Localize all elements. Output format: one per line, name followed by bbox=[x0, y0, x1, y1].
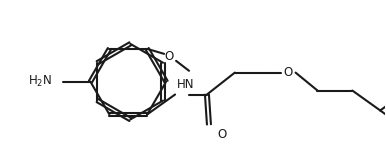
Text: HN: HN bbox=[177, 78, 195, 90]
Text: O: O bbox=[283, 66, 292, 79]
Text: O: O bbox=[164, 50, 174, 63]
Text: H$_2$N: H$_2$N bbox=[29, 74, 52, 89]
Text: O: O bbox=[217, 128, 226, 141]
